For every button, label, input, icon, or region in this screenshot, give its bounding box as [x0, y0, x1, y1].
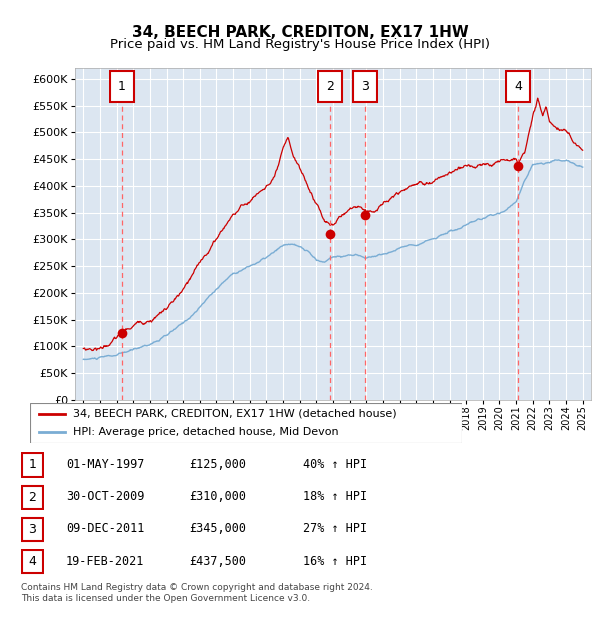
Text: 1: 1 [118, 80, 126, 93]
Text: £310,000: £310,000 [189, 490, 246, 503]
Text: Contains HM Land Registry data © Crown copyright and database right 2024.
This d: Contains HM Land Registry data © Crown c… [21, 583, 373, 603]
Text: 09-DEC-2011: 09-DEC-2011 [66, 523, 145, 535]
Text: £125,000: £125,000 [189, 458, 246, 471]
Text: 34, BEECH PARK, CREDITON, EX17 1HW: 34, BEECH PARK, CREDITON, EX17 1HW [131, 25, 469, 40]
Text: Price paid vs. HM Land Registry's House Price Index (HPI): Price paid vs. HM Land Registry's House … [110, 38, 490, 51]
Text: 3: 3 [28, 523, 37, 536]
Text: 16% ↑ HPI: 16% ↑ HPI [303, 555, 367, 567]
Text: 01-MAY-1997: 01-MAY-1997 [66, 458, 145, 471]
Text: 40% ↑ HPI: 40% ↑ HPI [303, 458, 367, 471]
Text: 19-FEB-2021: 19-FEB-2021 [66, 555, 145, 567]
Text: 2: 2 [326, 80, 334, 93]
Text: £437,500: £437,500 [189, 555, 246, 567]
Text: 30-OCT-2009: 30-OCT-2009 [66, 490, 145, 503]
Text: 1: 1 [28, 459, 37, 471]
Text: 3: 3 [361, 80, 369, 93]
Text: 4: 4 [514, 80, 522, 93]
Text: 18% ↑ HPI: 18% ↑ HPI [303, 490, 367, 503]
Text: 27% ↑ HPI: 27% ↑ HPI [303, 523, 367, 535]
Text: 2: 2 [28, 491, 37, 503]
Text: 34, BEECH PARK, CREDITON, EX17 1HW (detached house): 34, BEECH PARK, CREDITON, EX17 1HW (deta… [73, 409, 397, 419]
Text: HPI: Average price, detached house, Mid Devon: HPI: Average price, detached house, Mid … [73, 427, 339, 438]
Text: £345,000: £345,000 [189, 523, 246, 535]
Text: 4: 4 [28, 556, 37, 568]
